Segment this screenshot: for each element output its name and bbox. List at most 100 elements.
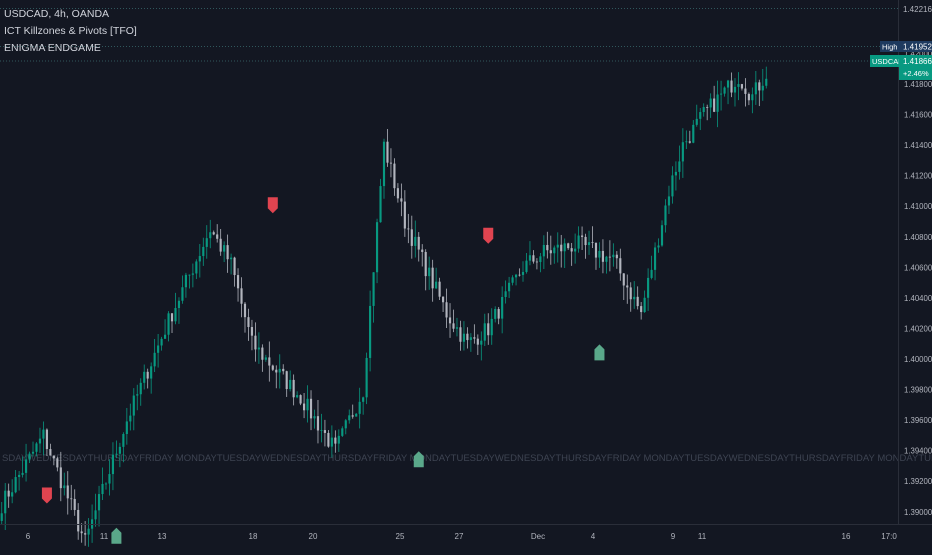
candle-body[interactable]: [14, 477, 17, 493]
candle-body[interactable]: [170, 313, 174, 322]
candle-body[interactable]: [49, 449, 52, 456]
candle-body[interactable]: [327, 432, 330, 447]
candle-body[interactable]: [129, 415, 132, 422]
candle-body[interactable]: [247, 317, 250, 328]
candle-body[interactable]: [191, 273, 194, 275]
indicator-killzones[interactable]: ICT Killzones & Pivots [TFO]: [4, 25, 137, 37]
candle-body[interactable]: [382, 141, 386, 187]
candle-body[interactable]: [309, 398, 313, 419]
candle-body[interactable]: [740, 84, 744, 89]
candle-body[interactable]: [87, 528, 90, 535]
candle-body[interactable]: [410, 229, 413, 246]
candle-body[interactable]: [285, 371, 288, 390]
candle-body[interactable]: [584, 236, 587, 246]
candle-body[interactable]: [393, 163, 396, 189]
candle-body[interactable]: [278, 368, 281, 373]
candle-body[interactable]: [313, 416, 316, 419]
candle-body[interactable]: [577, 235, 580, 249]
candle-body[interactable]: [469, 337, 472, 341]
candle-body[interactable]: [31, 451, 35, 454]
candle-body[interactable]: [574, 248, 577, 252]
candle-body[interactable]: [355, 413, 358, 417]
candle-body[interactable]: [372, 272, 375, 306]
candle-body[interactable]: [330, 437, 333, 447]
candle-body[interactable]: [45, 429, 48, 450]
candle-body[interactable]: [42, 429, 45, 439]
candle-body[interactable]: [688, 141, 691, 143]
candle-body[interactable]: [94, 510, 97, 520]
candle-body[interactable]: [341, 428, 344, 436]
candle-body[interactable]: [205, 238, 208, 247]
candle-body[interactable]: [421, 249, 424, 252]
candle-body[interactable]: [626, 285, 629, 288]
candle-body[interactable]: [111, 454, 115, 475]
candle-body[interactable]: [476, 338, 479, 345]
candle-body[interactable]: [587, 242, 591, 246]
candle-body[interactable]: [532, 255, 535, 262]
candle-body[interactable]: [570, 248, 573, 252]
candle-body[interactable]: [11, 492, 14, 497]
candle-body[interactable]: [692, 124, 695, 143]
candle-body[interactable]: [216, 234, 219, 239]
candle-body[interactable]: [542, 244, 545, 257]
candle-body[interactable]: [379, 186, 382, 223]
candle-body[interactable]: [66, 485, 69, 499]
candle-body[interactable]: [358, 401, 361, 414]
candle-body[interactable]: [18, 474, 21, 478]
candle-body[interactable]: [751, 94, 754, 101]
candle-body[interactable]: [389, 162, 393, 164]
candle-body[interactable]: [473, 337, 476, 339]
candle-body[interactable]: [243, 303, 247, 318]
candle-body[interactable]: [678, 161, 681, 172]
candle-body[interactable]: [230, 257, 233, 260]
candle-body[interactable]: [316, 416, 320, 431]
candle-body[interactable]: [720, 93, 723, 95]
candle-body[interactable]: [97, 494, 101, 511]
candle-body[interactable]: [202, 246, 205, 257]
candle-body[interactable]: [7, 490, 10, 497]
candle-body[interactable]: [209, 232, 212, 239]
candle-body[interactable]: [386, 141, 389, 163]
candle-body[interactable]: [70, 498, 73, 500]
candle-body[interactable]: [268, 357, 271, 366]
candle-body[interactable]: [657, 245, 660, 248]
candle-body[interactable]: [695, 118, 698, 125]
symbol-title[interactable]: USDCAD, 4h, OANDA: [4, 8, 110, 20]
candle-body[interactable]: [136, 394, 139, 396]
candle-body[interactable]: [643, 297, 646, 313]
candle-body[interactable]: [219, 238, 222, 252]
candle-body[interactable]: [403, 201, 406, 229]
candle-body[interactable]: [63, 485, 66, 489]
candle-body[interactable]: [24, 459, 28, 473]
candle-body[interactable]: [80, 531, 83, 534]
candle-body[interactable]: [108, 474, 111, 484]
candle-body[interactable]: [264, 357, 267, 360]
candle-body[interactable]: [723, 87, 726, 94]
price-axis[interactable]: 1.42000 1.41800 1.41600 1.41400 1.41200 1.410…: [870, 0, 932, 524]
candle-body[interactable]: [320, 430, 323, 431]
candle-body[interactable]: [636, 296, 639, 307]
candle-body[interactable]: [195, 261, 198, 274]
candle-body[interactable]: [726, 80, 730, 88]
candle-body[interactable]: [271, 365, 274, 370]
candle-body[interactable]: [445, 302, 448, 318]
candle-body[interactable]: [490, 318, 493, 336]
candle-body[interactable]: [400, 198, 403, 202]
candle-body[interactable]: [761, 85, 764, 91]
candle-body[interactable]: [302, 403, 306, 411]
candle-body[interactable]: [581, 235, 584, 237]
candle-body[interactable]: [539, 256, 542, 263]
candle-body[interactable]: [653, 247, 657, 270]
candle-body[interactable]: [650, 269, 653, 278]
candle-body[interactable]: [521, 271, 525, 275]
candle-body[interactable]: [56, 458, 59, 468]
candle-body[interactable]: [699, 112, 702, 119]
candle-body[interactable]: [674, 171, 677, 176]
candle-body[interactable]: [511, 277, 514, 283]
candle-body[interactable]: [660, 225, 664, 246]
candle-body[interactable]: [38, 438, 42, 444]
candle-body[interactable]: [706, 107, 709, 108]
candle-body[interactable]: [0, 513, 3, 521]
candle-body[interactable]: [709, 98, 712, 108]
